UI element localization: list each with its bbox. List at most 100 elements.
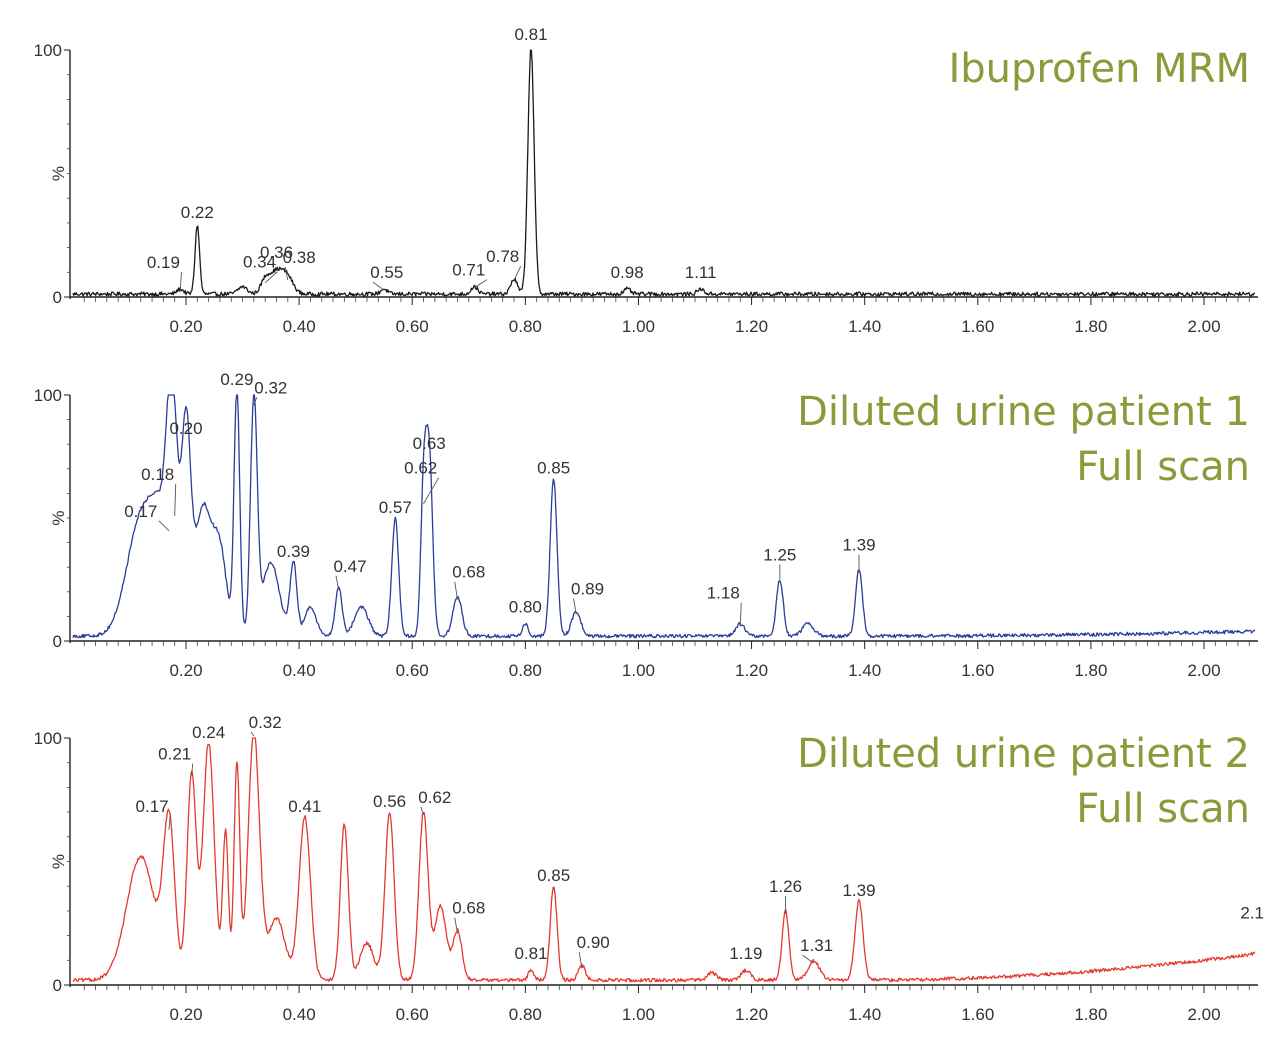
peak-leader-line xyxy=(578,952,583,969)
peak-label: 0.89 xyxy=(571,579,604,598)
peak-label: 1.39 xyxy=(842,881,875,900)
chromatogram-trace xyxy=(72,394,1256,639)
peak-label: 0.32 xyxy=(254,378,287,397)
peak-leader-line xyxy=(739,602,742,627)
peak-leader-line xyxy=(335,575,340,590)
peak-leader-line xyxy=(454,581,458,600)
x-tick-label: 0.60 xyxy=(396,1005,429,1024)
x-tick-label: 1.20 xyxy=(735,1005,768,1024)
peak-leader-line xyxy=(423,477,440,504)
peak-label: 0.78 xyxy=(486,247,519,266)
x-tick-label: 0.60 xyxy=(396,661,429,680)
peak-label: 0.98 xyxy=(611,263,644,282)
x-tick-label: 2.00 xyxy=(1187,1005,1220,1024)
peak-label: 0.34 xyxy=(243,253,276,272)
peak-label: 0.17 xyxy=(136,797,169,816)
peak-leader-line xyxy=(191,763,194,776)
peak-label: 1.26 xyxy=(769,877,802,896)
peak-leader-line xyxy=(179,272,182,291)
peak-label: 0.90 xyxy=(577,933,610,952)
peak-label: 0.63 xyxy=(413,434,446,453)
peak-label: 0.57 xyxy=(379,498,412,517)
x-tick-label: 1.00 xyxy=(622,1005,655,1024)
panel-title: Full scan xyxy=(1076,786,1250,832)
peak-label: 0.47 xyxy=(333,557,366,576)
x-tick-label: 0.40 xyxy=(283,661,316,680)
y-tick-label: 0 xyxy=(53,632,62,651)
peak-label: 0.71 xyxy=(452,261,485,280)
x-tick-label: 0.20 xyxy=(169,317,202,336)
x-tick-label: 2.00 xyxy=(1187,317,1220,336)
x-tick-label: 1.40 xyxy=(848,1005,881,1024)
peak-label: 0.62 xyxy=(404,459,437,478)
peak-leader-line xyxy=(250,731,255,737)
x-tick-label: 1.40 xyxy=(848,661,881,680)
peak-label: 1.25 xyxy=(763,545,796,564)
x-tick-label: 1.20 xyxy=(735,317,768,336)
peak-label: 0.18 xyxy=(141,465,174,484)
peak-label: 1.31 xyxy=(800,936,833,955)
peak-label: 0.19 xyxy=(147,253,180,272)
x-tick-label: 0.20 xyxy=(169,1005,202,1024)
peak-label: 1.11 xyxy=(685,263,717,282)
peak-label: 0.20 xyxy=(169,419,202,438)
peak-leader-line xyxy=(802,954,815,964)
y-tick-label: 100 xyxy=(34,386,62,405)
peak-label: 0.55 xyxy=(370,263,403,282)
x-tick-label: 1.00 xyxy=(622,317,655,336)
y-axis-label: % xyxy=(49,854,68,869)
peak-leader-line xyxy=(284,267,289,281)
peak-label: 0.32 xyxy=(249,713,282,732)
peak-leader-line xyxy=(253,397,258,406)
peak-leader-line xyxy=(573,598,577,615)
chromatogram-panel-2: 100 0% 0.20 0.40 0.60 0.80 1.00 1.20 1.40 1.60 1.8… xyxy=(34,370,1258,680)
peak-label: 0.41 xyxy=(288,797,321,816)
peak-label: 0.17 xyxy=(124,502,157,521)
peak-leader-line xyxy=(372,281,385,291)
y-tick-label: 0 xyxy=(53,976,62,995)
panel-title: Diluted urine patient 1 xyxy=(797,389,1250,435)
peak-label: 1.19 xyxy=(729,944,762,963)
peak-leader-line xyxy=(168,815,171,830)
x-tick-label: 1.00 xyxy=(622,661,655,680)
x-tick-label: 1.80 xyxy=(1074,661,1107,680)
peak-leader-line xyxy=(454,917,458,934)
peak-label: 0.36 xyxy=(260,243,293,262)
panel-title: Diluted urine patient 2 xyxy=(797,731,1250,777)
peak-label: 2.1 xyxy=(1240,903,1264,922)
x-tick-label: 0.80 xyxy=(509,317,542,336)
chromatogram-panel-3: 100 0% 0.20 0.40 0.60 0.80 1.00 1.20 1.40 1.60 1.8… xyxy=(34,713,1264,1024)
y-tick-label: 0 xyxy=(53,288,62,307)
peak-label: 0.68 xyxy=(452,563,485,582)
peak-label: 0.81 xyxy=(514,944,547,963)
peak-leader-line xyxy=(474,279,488,288)
x-tick-label: 1.40 xyxy=(848,317,881,336)
x-tick-label: 0.60 xyxy=(396,317,429,336)
peak-label: 0.56 xyxy=(373,792,406,811)
peak-leader-line xyxy=(158,520,170,532)
x-tick-label: 1.60 xyxy=(961,661,994,680)
peak-leader-line xyxy=(174,483,177,517)
peak-label: 1.39 xyxy=(842,536,875,555)
x-tick-label: 2.00 xyxy=(1187,661,1220,680)
peak-label: 0.21 xyxy=(158,745,191,764)
peak-label: 0.39 xyxy=(277,542,310,561)
panel-title: Full scan xyxy=(1076,444,1250,490)
chromatogram-panel-1: 100 0% 0.20 0.40 0.60 0.80 1.00 1.20 1.40 1.60 1.8… xyxy=(34,25,1258,336)
chromatogram-trace xyxy=(72,737,1256,983)
peak-label: 0.22 xyxy=(181,203,214,222)
y-tick-label: 100 xyxy=(34,41,62,60)
x-tick-label: 0.80 xyxy=(509,661,542,680)
x-tick-label: 1.80 xyxy=(1074,1005,1107,1024)
x-tick-label: 0.80 xyxy=(509,1005,542,1024)
peak-label: 0.38 xyxy=(283,248,316,267)
peak-label: 0.85 xyxy=(537,459,570,478)
peak-leader-line xyxy=(264,271,278,283)
x-tick-label: 1.20 xyxy=(735,661,768,680)
x-tick-label: 0.40 xyxy=(283,317,316,336)
peak-label: 1.18 xyxy=(707,584,740,603)
peak-label: 0.29 xyxy=(220,370,253,389)
peak-label: 0.81 xyxy=(514,25,547,44)
